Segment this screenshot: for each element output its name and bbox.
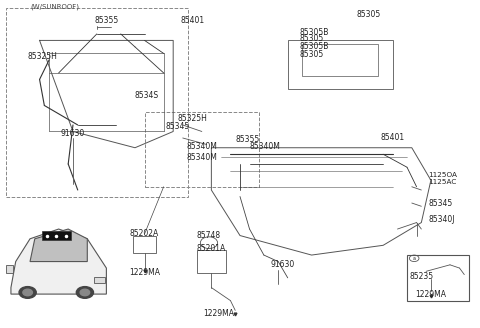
Bar: [6, 8, 188, 196]
Polygon shape: [11, 229, 107, 294]
Text: 85202A: 85202A: [130, 229, 159, 238]
Text: 85305: 85305: [300, 34, 324, 43]
Text: 1125OA: 1125OA: [429, 173, 457, 178]
Text: 85340M: 85340M: [186, 142, 217, 151]
Bar: [302, 44, 378, 76]
Bar: [132, 236, 156, 254]
Text: 85201A: 85201A: [197, 244, 226, 253]
Text: a: a: [413, 256, 416, 261]
Text: 1229MA: 1229MA: [203, 309, 234, 318]
Bar: [288, 40, 393, 89]
Text: 85235: 85235: [409, 272, 433, 281]
Bar: [144, 112, 259, 187]
Text: 85340M: 85340M: [186, 153, 217, 162]
Circle shape: [23, 289, 33, 296]
Text: 85401: 85401: [381, 133, 405, 142]
Bar: [407, 255, 469, 300]
Text: 85355: 85355: [235, 135, 260, 144]
Text: 85345: 85345: [429, 198, 453, 208]
Text: 85748: 85748: [197, 231, 221, 240]
Text: 85305: 85305: [300, 50, 324, 59]
Text: 85340J: 85340J: [429, 215, 455, 224]
Text: 85345: 85345: [166, 122, 190, 131]
Text: 1229MA: 1229MA: [415, 290, 446, 298]
Polygon shape: [30, 229, 87, 261]
Circle shape: [76, 287, 94, 298]
Text: 85325H: 85325H: [177, 114, 207, 123]
Text: 85305B: 85305B: [300, 42, 329, 51]
Text: 85401: 85401: [180, 16, 204, 25]
Text: 1229MA: 1229MA: [129, 268, 160, 277]
Text: 85305: 85305: [357, 10, 381, 19]
Bar: [6, 265, 13, 273]
Text: (W/SUNROOF): (W/SUNROOF): [30, 3, 79, 10]
Polygon shape: [42, 231, 71, 240]
Bar: [197, 250, 226, 273]
Text: 91630: 91630: [271, 260, 295, 269]
Text: 85325H: 85325H: [28, 52, 58, 61]
Bar: [95, 277, 105, 283]
Text: 85340M: 85340M: [250, 142, 280, 151]
Text: 1125AC: 1125AC: [429, 179, 457, 185]
Text: 8534S: 8534S: [135, 91, 159, 100]
Circle shape: [80, 289, 90, 296]
Text: 85355: 85355: [94, 16, 119, 25]
Text: 91630: 91630: [61, 129, 85, 138]
Circle shape: [19, 287, 36, 298]
Text: 85305B: 85305B: [300, 28, 329, 37]
